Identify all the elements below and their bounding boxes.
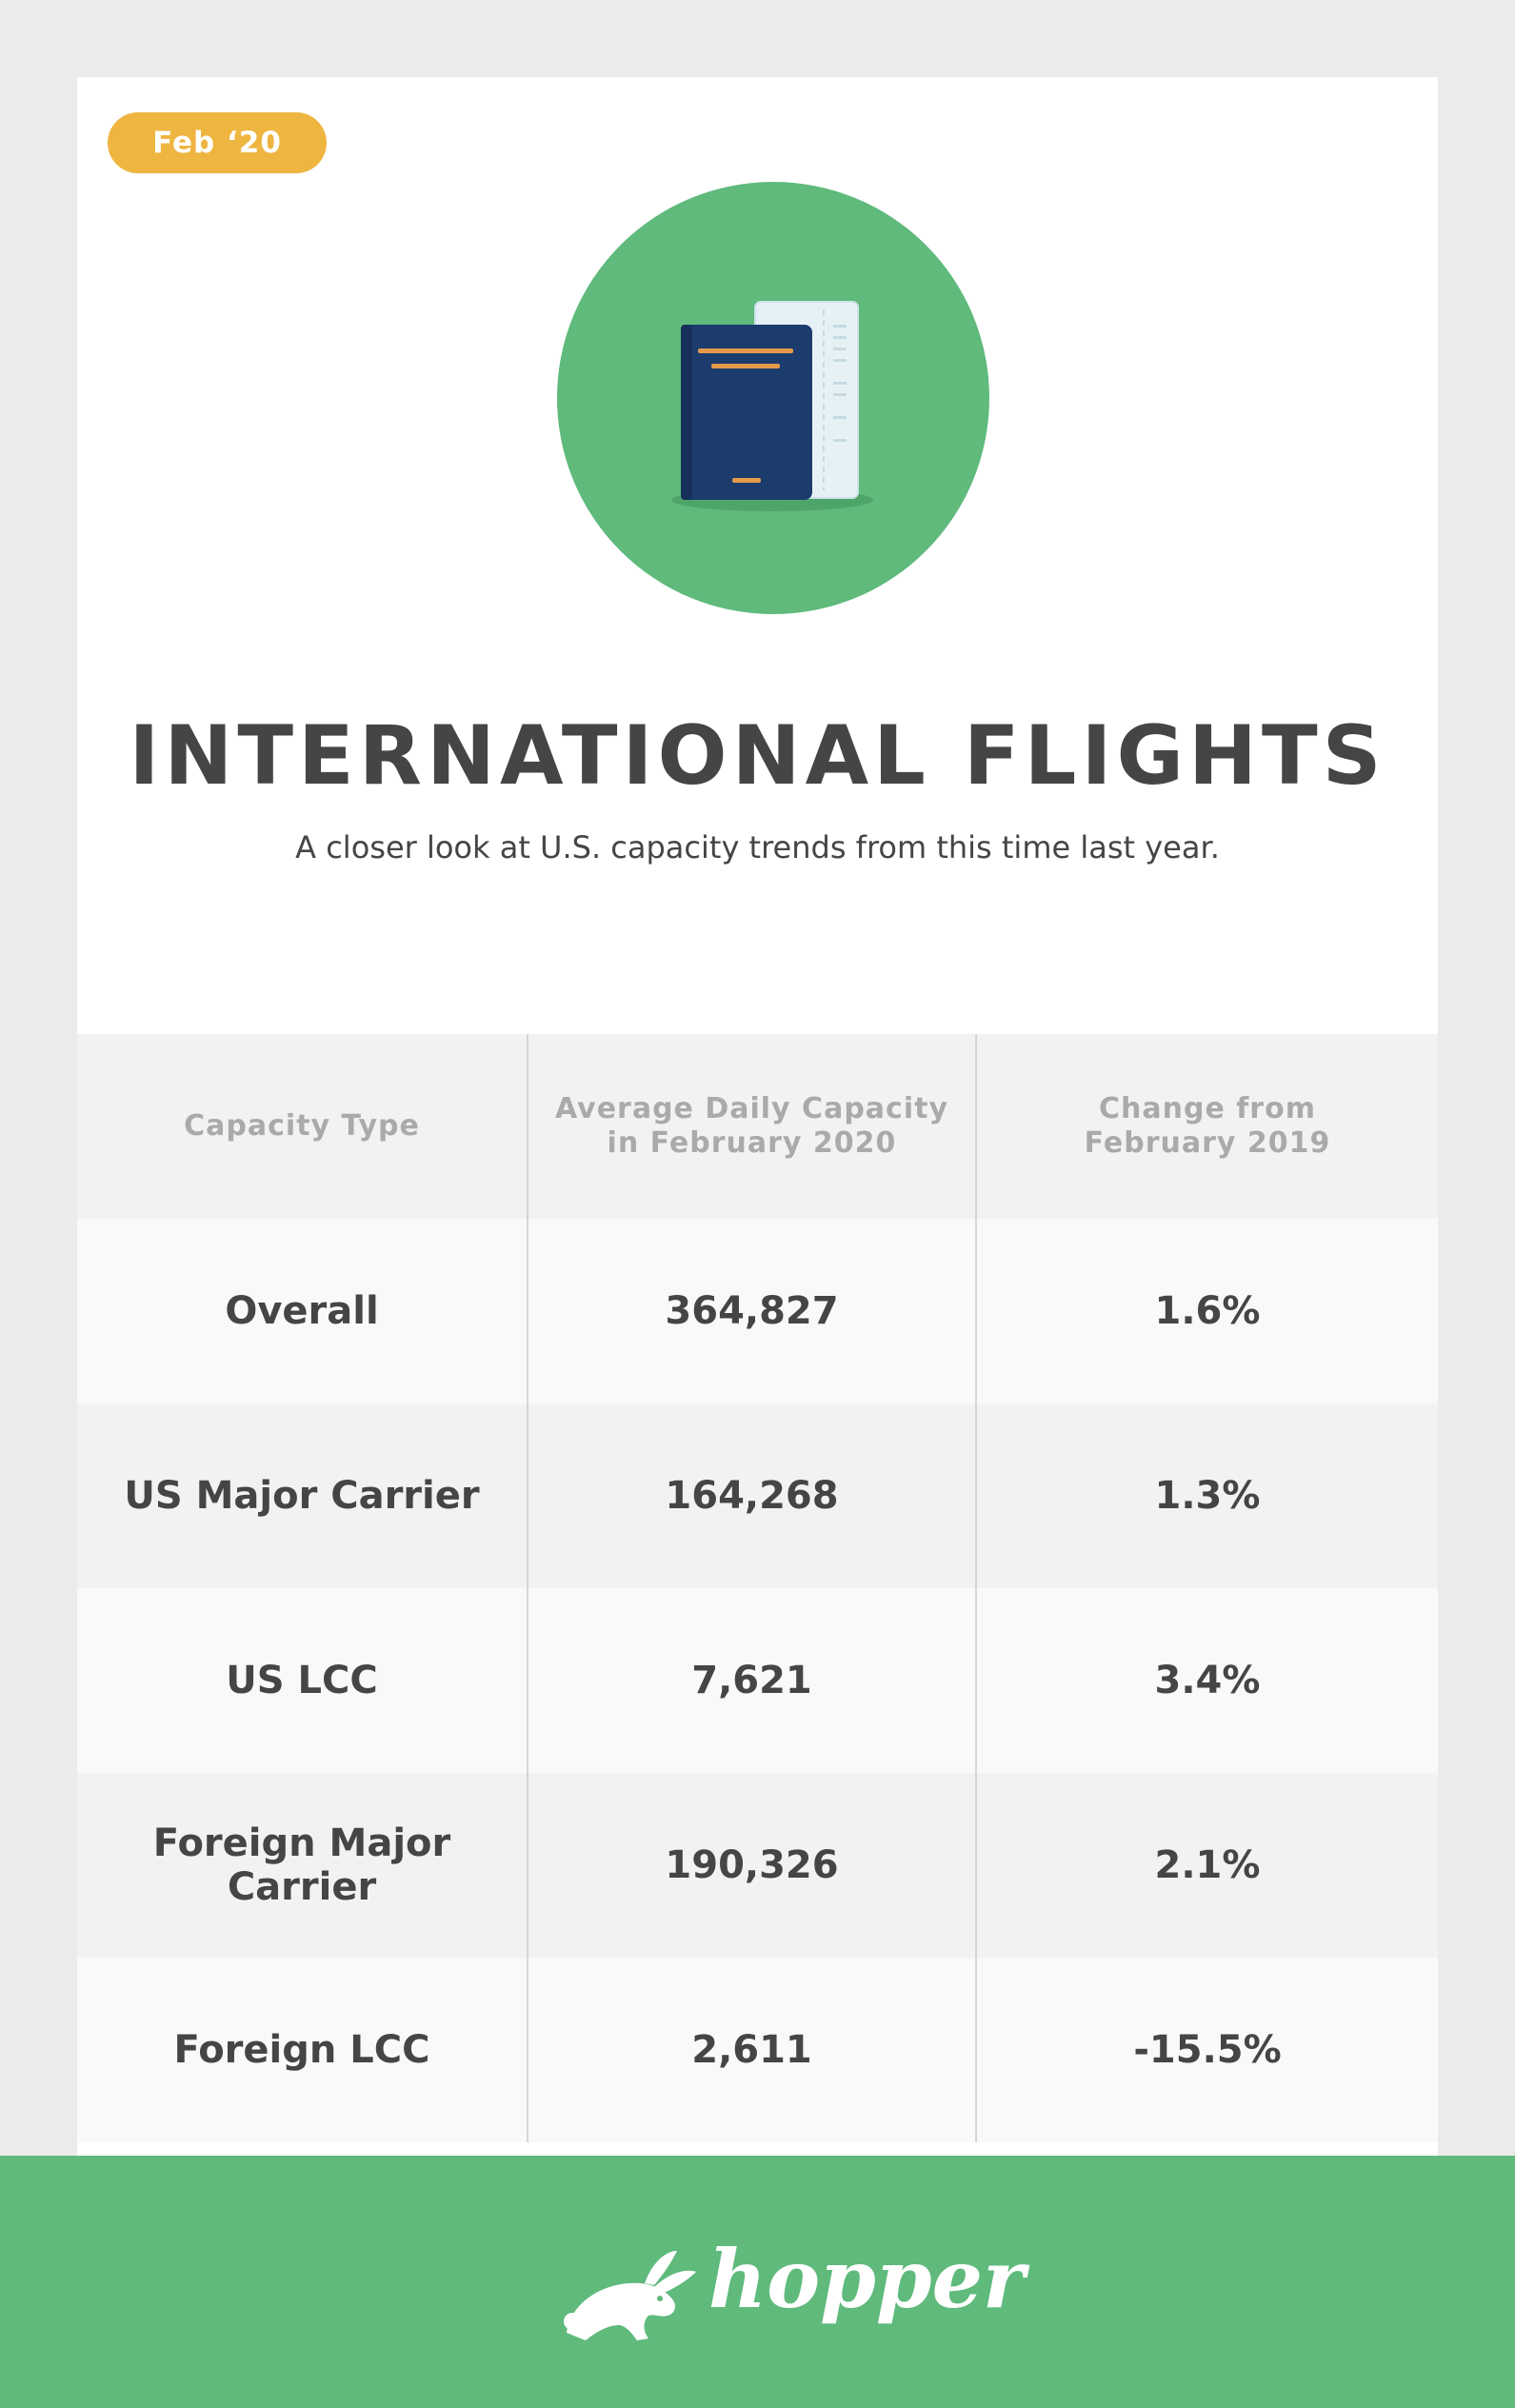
passport-ticket-icon xyxy=(671,301,873,511)
cell-capacity-type: Overall xyxy=(225,1289,379,1333)
hopper-bunny-icon xyxy=(564,2251,696,2340)
column-header-average-daily-capacity: Average Daily Capacity in February 2020 xyxy=(527,1034,975,1219)
table-row: US LCC 7,621 3.4% xyxy=(77,1588,1438,1773)
cell-change: 1.3% xyxy=(975,1403,1438,1588)
page-title: INTERNATIONAL FLIGHTS xyxy=(129,708,1386,804)
column-header-capacity-type: Capacity Type xyxy=(184,1109,420,1143)
table-row: Foreign LCC 2,611 -15.5% xyxy=(77,1958,1438,2142)
cell-change: 1.6% xyxy=(975,1219,1438,1403)
date-badge: Feb ‘20 xyxy=(108,112,327,173)
table-row: Overall 364,827 1.6% xyxy=(77,1219,1438,1403)
cell-change: 2.1% xyxy=(975,1773,1438,1958)
capacity-table: Capacity Type Average Daily Capacity in … xyxy=(77,1034,1438,2142)
cell-capacity-type: Foreign LCC xyxy=(173,2028,430,2072)
cell-capacity-type: Foreign Major Carrier xyxy=(152,1821,451,1909)
cell-average-capacity: 364,827 xyxy=(527,1219,975,1403)
infographic-card: Feb ‘20 INTERNATIONAL FLIGHTS A closer xyxy=(77,77,1438,2239)
table-row: Foreign Major Carrier 190,326 2.1% xyxy=(77,1773,1438,1958)
hero-circle xyxy=(557,182,989,614)
cell-capacity-type: US Major Carrier xyxy=(124,1474,480,1518)
cell-average-capacity: 164,268 xyxy=(527,1403,975,1588)
cell-change: -15.5% xyxy=(975,1958,1438,2142)
brand-wordmark: hopper xyxy=(708,2232,1026,2326)
cell-average-capacity: 2,611 xyxy=(527,1958,975,2142)
page-subtitle: A closer look at U.S. capacity trends fr… xyxy=(295,829,1220,866)
cell-capacity-type: US LCC xyxy=(226,1659,378,1702)
column-header-change: Change from February 2019 xyxy=(975,1034,1438,1219)
cell-change: 3.4% xyxy=(975,1588,1438,1773)
table-header-row: Capacity Type Average Daily Capacity in … xyxy=(77,1034,1438,1219)
cell-average-capacity: 7,621 xyxy=(527,1588,975,1773)
table-row: US Major Carrier 164,268 1.3% xyxy=(77,1403,1438,1588)
cell-average-capacity: 190,326 xyxy=(527,1773,975,1958)
footer-bar: hopper xyxy=(0,2156,1515,2408)
hopper-logo: hopper xyxy=(561,2235,1025,2350)
